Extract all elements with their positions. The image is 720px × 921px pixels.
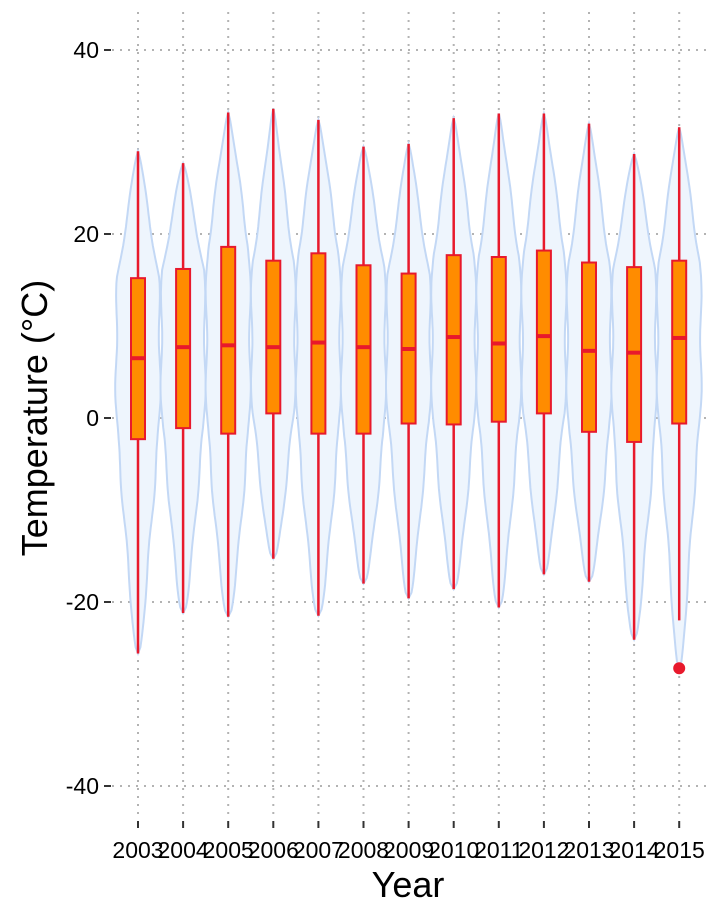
box-2005 — [220, 245, 237, 435]
x-axis-title: Year — [372, 864, 445, 905]
x-tick-label: 2006 — [248, 837, 299, 863]
x-tick-label: 2012 — [518, 837, 569, 863]
x-tick-label: 2009 — [383, 837, 434, 863]
x-tick-label: 2013 — [563, 837, 614, 863]
outlier-2015 — [673, 662, 686, 675]
box-2015 — [671, 259, 688, 425]
x-tick-label: 2014 — [609, 837, 660, 863]
y-axis-title: Temperature (°C) — [14, 280, 55, 556]
x-tick-label: 2003 — [112, 837, 163, 863]
x-tick-label: 2015 — [654, 837, 705, 863]
x-tick-label: 2007 — [293, 837, 344, 863]
box-2011 — [490, 256, 507, 423]
y-tick-label: 40 — [73, 37, 99, 63]
x-tick-label: 2010 — [428, 837, 479, 863]
y-tick-label: -20 — [66, 589, 99, 615]
box-2006 — [265, 259, 282, 415]
axis-layer: 40200-20-4020032004200520062007200820092… — [66, 37, 705, 863]
box-layer — [130, 108, 688, 675]
x-tick-label: 2011 — [474, 837, 523, 863]
box-2012 — [535, 249, 552, 415]
x-tick-label: 2005 — [203, 837, 254, 863]
box-2008 — [355, 264, 372, 435]
grid-layer — [112, 12, 708, 820]
x-tick-label: 2008 — [338, 837, 389, 863]
y-tick-label: 20 — [73, 221, 99, 247]
box-2010 — [445, 254, 462, 426]
y-tick-label: 0 — [86, 405, 99, 431]
y-tick-label: -40 — [66, 773, 99, 799]
x-tick-label: 2004 — [158, 837, 209, 863]
box-2013 — [581, 261, 597, 433]
